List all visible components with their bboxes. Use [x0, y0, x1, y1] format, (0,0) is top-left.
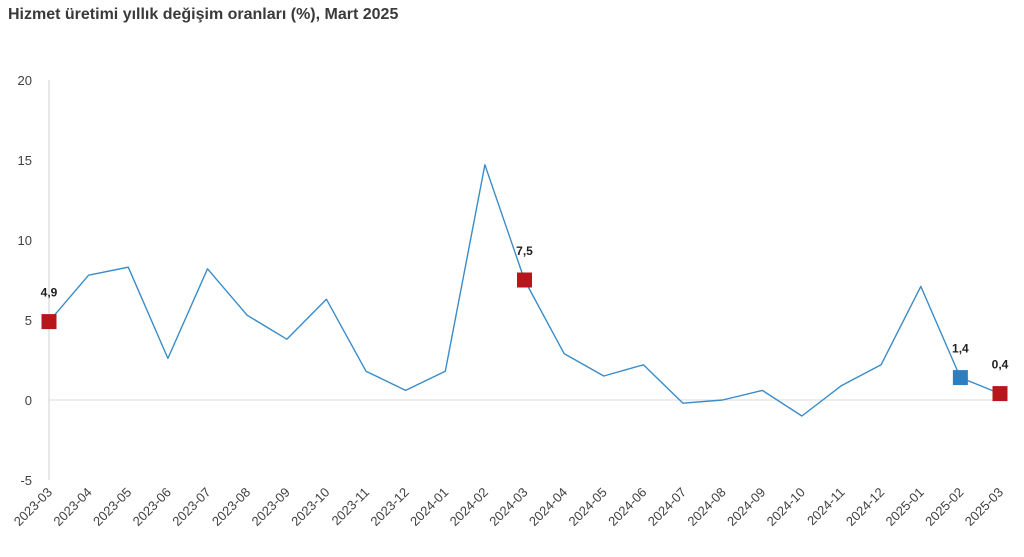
data-point: [404, 389, 407, 392]
x-tick-label: 2025-03: [962, 485, 1006, 529]
data-point: [444, 370, 447, 373]
data-point: [642, 363, 645, 366]
data-point: [285, 338, 288, 341]
data-point: [365, 370, 368, 373]
data-label: 0,4: [992, 358, 1009, 372]
x-tick-label: 2024-05: [566, 485, 610, 529]
data-point: [325, 298, 328, 301]
data-point: [761, 389, 764, 392]
data-point: [840, 384, 843, 387]
x-tick-label: 2024-10: [764, 485, 808, 529]
x-tick-label: 2023-06: [130, 485, 174, 529]
data-point: [919, 285, 922, 288]
x-tick-label: 2024-08: [684, 485, 728, 529]
y-tick-label: 0: [25, 393, 32, 408]
x-tick-label: 2023-12: [367, 485, 411, 529]
x-tick-label: 2023-07: [169, 485, 213, 529]
y-tick-label: 20: [18, 73, 32, 88]
data-label: 4,9: [41, 286, 58, 300]
highlight-marker: [41, 314, 57, 330]
x-tick-label: 2024-07: [645, 485, 689, 529]
x-tick-label: 2023-09: [249, 485, 293, 529]
data-point: [483, 163, 486, 166]
x-tick-label: 2025-01: [883, 485, 927, 529]
x-tick-label: 2024-06: [605, 485, 649, 529]
data-label: 1,4: [952, 342, 969, 356]
data-point: [880, 363, 883, 366]
y-tick-label: 5: [25, 313, 32, 328]
data-point: [682, 402, 685, 405]
data-point: [563, 352, 566, 355]
data-point: [166, 357, 169, 360]
x-tick-label: 2023-10: [288, 485, 332, 529]
x-tick-label: 2024-03: [486, 485, 530, 529]
data-point: [602, 375, 605, 378]
y-tick-label: 15: [18, 153, 32, 168]
highlight-marker: [517, 272, 532, 288]
data-point: [206, 267, 209, 270]
chart-title: Hizmet üretimi yıllık değişim oranları (…: [8, 6, 399, 23]
x-tick-label: 2023-05: [90, 485, 134, 529]
x-tick-label: 2024-01: [407, 485, 451, 529]
x-tick-label: 2023-03: [11, 485, 55, 529]
x-tick-label: 2024-12: [843, 485, 887, 529]
y-tick-label: 10: [18, 233, 32, 248]
data-point: [87, 274, 90, 277]
x-tick-label: 2023-08: [209, 485, 253, 529]
x-tick-label: 2023-04: [50, 485, 94, 529]
data-point: [800, 415, 803, 418]
x-tick-label: 2024-11: [804, 485, 848, 529]
series-line: [48, 164, 1001, 417]
x-tick-label: 2025-02: [922, 485, 966, 529]
x-tick-label: 2024-02: [447, 485, 491, 529]
data-point: [127, 266, 130, 269]
data-label: 7,5: [516, 244, 533, 258]
x-tick-label: 2024-04: [526, 485, 570, 529]
x-tick-label: 2024-09: [724, 485, 768, 529]
y-tick-label: -5: [20, 473, 32, 488]
x-tick-label: 2023-11: [328, 485, 372, 529]
data-point: [246, 314, 249, 317]
highlight-marker: [952, 370, 968, 386]
data-point: [721, 399, 724, 402]
highlight-marker: [992, 386, 1008, 402]
